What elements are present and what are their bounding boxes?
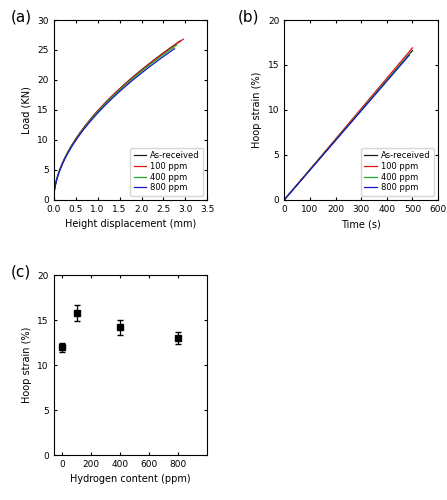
100 ppm [362,101,367,107]
As-received [297,179,302,185]
400 ppm [51,197,56,203]
100 ppm [410,45,415,51]
800 ppm [51,197,56,203]
400 ppm [407,50,413,56]
X-axis label: Hydrogen content (ppm): Hydrogen content (ppm) [70,474,191,484]
400 ppm [331,138,337,144]
800 ppm [322,150,328,156]
800 ppm [90,116,96,121]
As-received [142,64,148,70]
400 ppm [282,197,287,203]
400 ppm [66,148,71,154]
800 ppm [372,92,378,98]
Line: 400 ppm: 400 ppm [284,54,410,200]
100 ppm [93,110,98,116]
As-received [177,38,183,44]
400 ppm [297,179,302,185]
100 ppm [145,62,151,68]
400 ppm [128,77,134,83]
As-received [362,103,367,109]
100 ppm [51,197,56,203]
100 ppm [132,72,138,78]
Legend: As-received, 100 ppm, 400 ppm, 800 ppm: As-received, 100 ppm, 400 ppm, 800 ppm [130,148,203,196]
Legend: As-received, 100 ppm, 400 ppm, 800 ppm: As-received, 100 ppm, 400 ppm, 800 ppm [361,148,434,196]
Text: (b): (b) [238,9,260,24]
As-received [143,64,148,70]
Y-axis label: Hoop strain (%): Hoop strain (%) [253,72,262,148]
Line: As-received: As-received [284,50,413,200]
Y-axis label: Hoop strain (%): Hoop strain (%) [22,327,32,404]
As-received [375,88,380,94]
100 ppm [374,87,380,93]
100 ppm [375,86,380,92]
Line: 800 ppm: 800 ppm [284,55,409,200]
X-axis label: Time (s): Time (s) [342,219,381,229]
As-received [282,197,287,203]
As-received [51,197,56,203]
800 ppm [66,150,71,156]
800 ppm [297,180,302,186]
100 ppm [323,148,329,154]
As-received [101,102,106,107]
400 ppm [140,68,145,73]
100 ppm [297,178,302,184]
800 ppm [138,70,143,76]
400 ppm [372,91,378,97]
Line: 100 ppm: 100 ppm [54,39,183,200]
Line: 400 ppm: 400 ppm [54,45,177,200]
800 ppm [127,80,132,86]
400 ppm [91,114,97,119]
As-received [410,48,415,54]
As-received [333,138,338,143]
800 ppm [99,106,104,112]
100 ppm [333,136,338,142]
100 ppm [282,197,287,203]
800 ppm [282,197,287,203]
800 ppm [407,52,412,58]
800 ppm [172,46,177,52]
400 ppm [140,67,146,73]
Line: 100 ppm: 100 ppm [284,48,413,200]
100 ppm [102,100,108,106]
800 ppm [331,140,337,145]
As-received [323,148,329,154]
800 ppm [360,106,366,112]
800 ppm [372,92,377,98]
X-axis label: Height displacement (mm): Height displacement (mm) [65,219,196,229]
400 ppm [361,104,366,110]
100 ppm [144,62,150,68]
100 ppm [181,36,186,42]
400 ppm [100,104,105,110]
Line: 800 ppm: 800 ppm [54,49,174,200]
Text: (a): (a) [11,9,32,24]
As-received [92,111,97,117]
400 ppm [373,90,378,96]
800 ppm [139,70,144,76]
Y-axis label: Load (KN): Load (KN) [22,86,32,134]
As-received [66,147,72,153]
As-received [131,74,136,80]
100 ppm [67,146,72,152]
Text: (c): (c) [11,264,31,280]
As-received [374,89,380,95]
400 ppm [174,42,179,48]
400 ppm [323,149,328,155]
Line: As-received: As-received [54,41,180,200]
